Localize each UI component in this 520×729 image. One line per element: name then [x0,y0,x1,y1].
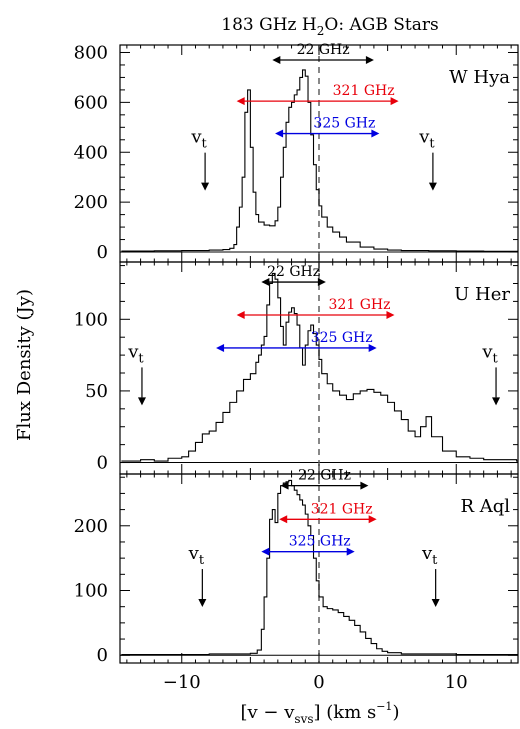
y-tick-label: 0 [97,453,108,474]
range-arrow-right [368,515,377,524]
y-tick-label: 0 [97,645,108,666]
vt-label: vt [127,341,144,366]
range-arrow-right [371,129,380,138]
y-tick-label: 50 [85,381,108,402]
vt-label: vt [418,127,435,152]
star-name-label: U Her [454,284,510,305]
range-line-label: 22 GHz [297,42,350,58]
y-tick-label: 600 [74,92,108,113]
vt-label: vt [190,127,207,152]
range-arrow-left [261,547,270,556]
range-line-label: 321 GHz [333,83,395,99]
vt-arrow-head [201,182,210,191]
x-axis-label: [v − vsvs] (km s−1) [241,700,400,726]
vt-arrow-head [492,397,501,406]
range-arrow-left [261,278,270,287]
x-tick-label: 10 [445,672,468,693]
range-line-label: 22 GHz [267,264,320,280]
vt-arrow-head [137,397,146,406]
y-axis-label: Flux Density (Jy) [14,289,35,441]
range-line-label: 325 GHz [311,330,373,346]
range-arrow-right [317,278,326,287]
range-arrow-right [368,343,377,352]
x-tick-label: 0 [313,672,324,693]
y-tick-label: 800 [74,42,108,63]
range-arrow-left [279,515,288,524]
y-tick-label: 200 [74,516,108,537]
range-line-label: 321 GHz [329,297,391,313]
range-arrow-right [386,311,395,319]
y-tick-label: 200 [74,192,108,213]
range-arrow-right [360,481,369,490]
range-arrow-left [236,311,245,319]
range-arrow-right [390,97,399,106]
range-arrow-left [272,55,281,64]
y-tick-label: 0 [97,242,108,263]
range-line-label: 325 GHz [289,534,351,550]
y-tick-label: 100 [74,309,108,330]
range-arrow-right [346,547,355,556]
star-name-label: R Aql [460,496,510,517]
y-tick-label: 100 [74,581,108,602]
vt-arrow-head [198,599,207,608]
panels: 0 200 400 600 800 22 GHz 321 GHz 325 GHz vt vt W H… [74,42,519,693]
range-line-label: 325 GHz [313,116,375,132]
star-name-label: W Hya [449,67,510,88]
range-arrow-right [365,55,374,64]
vt-arrow-head [428,182,437,191]
range-arrow-left [280,481,289,490]
vt-label: vt [421,543,438,568]
range-arrow-left [216,343,225,352]
y-tick-label: 400 [74,142,108,163]
figure-title: 183 GHz H2O: AGB Stars [221,15,438,38]
x-tick-label: −10 [163,672,201,693]
vt-arrow-head [431,599,440,608]
range-line-label: 22 GHz [298,468,351,484]
panel-r-aql: 0 100 200 22 GHz 321 GHz 325 GHz vt vt R Aql −10 0… [74,468,519,693]
panel-u-her: 0 50 100 22 GHz 321 GHz 325 GHz vt vt U Her [74,261,519,475]
range-arrow-left [275,129,284,138]
vt-label: vt [188,543,205,568]
range-arrow-left [236,97,245,106]
vt-label: vt [481,341,498,366]
spectrum-line [121,479,518,656]
range-line-label: 321 GHz [311,501,373,517]
spectrum-line [121,69,518,252]
panel-w-hya: 0 200 400 600 800 22 GHz 321 GHz 325 GHz vt vt W H… [74,42,519,263]
